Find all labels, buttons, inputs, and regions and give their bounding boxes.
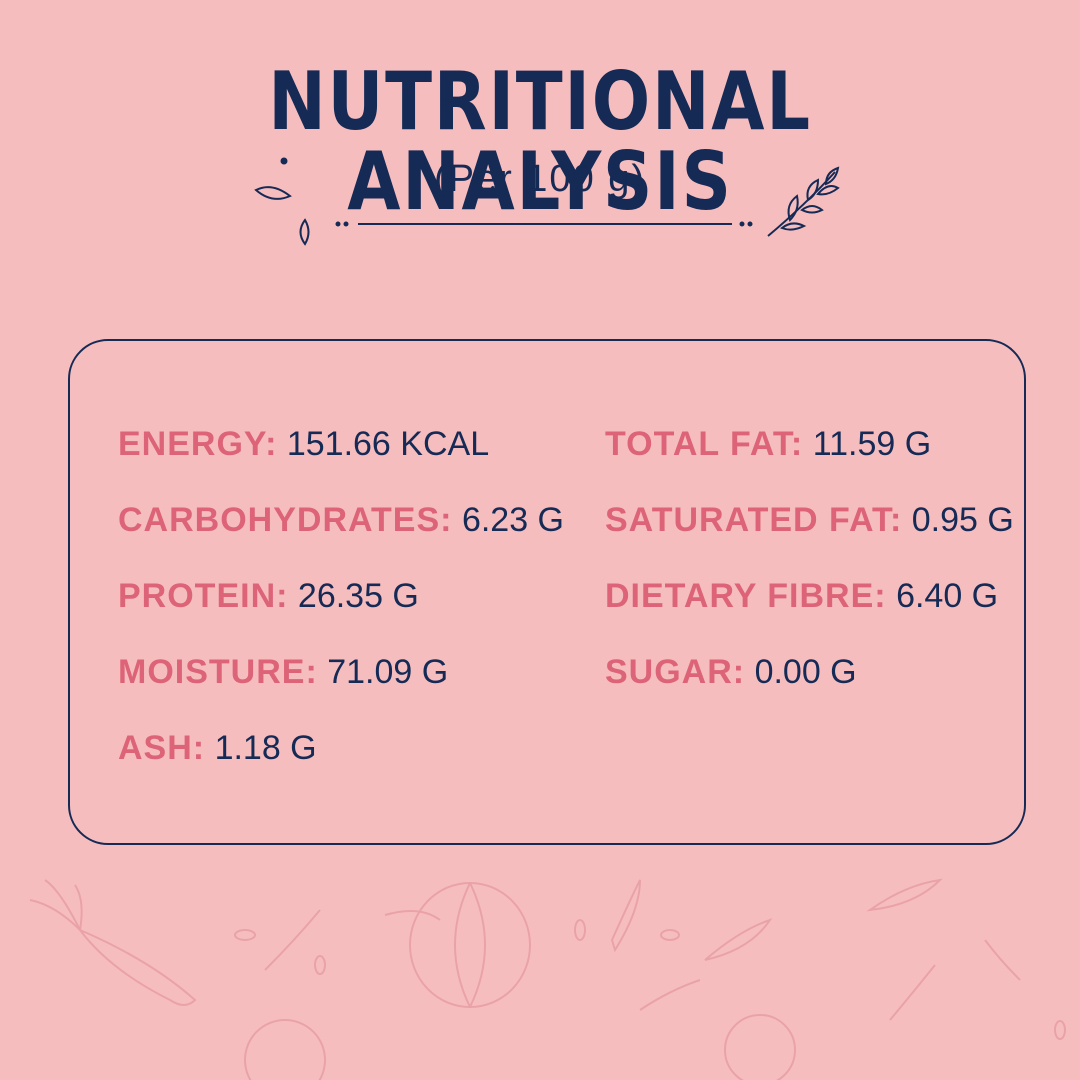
carbohydrates-row: CARBOHYDRATES: 6.23 G: [118, 503, 564, 537]
pumpkin-doodle-icon: [384, 882, 531, 1008]
protein-value: 26.35 G: [297, 577, 419, 615]
energy-row: ENERGY: 151.66 KCAL: [118, 427, 489, 461]
saturated-fat-value: 0.95 G: [911, 501, 1014, 539]
energy-value: 151.66 KCAL: [286, 425, 490, 463]
protein-row: PROTEIN: 26.35 G: [118, 579, 419, 613]
dietary-fibre-label: DIETARY FIBRE:: [605, 577, 887, 615]
leaf-sprig-icon: [264, 909, 1021, 1021]
energy-label: ENERGY:: [118, 425, 278, 463]
carbohydrates-label: CARBOHYDRATES:: [118, 501, 453, 539]
page-title: NUTRITIONAL ANALYSIS: [268, 55, 812, 228]
dietary-fibre-row: DIETARY FIBRE: 6.40 G: [605, 579, 998, 613]
sugar-row: SUGAR: 0.00 G: [605, 655, 857, 689]
ash-value: 1.18 G: [214, 729, 317, 767]
total-fat-row: TOTAL FAT: 11.59 G: [605, 427, 931, 461]
ash-row: ASH: 1.18 G: [118, 731, 317, 765]
vegetable-doodles-background: [29, 878, 1066, 1080]
bean-doodle-icon: [610, 878, 943, 961]
carbohydrates-value: 6.23 G: [461, 501, 565, 539]
saturated-fat-row: SATURATED FAT: 0.95 G: [605, 503, 1014, 537]
sugar-label: SUGAR:: [605, 653, 746, 691]
protein-label: PROTEIN:: [118, 577, 289, 615]
total-fat-label: TOTAL FAT:: [605, 425, 804, 463]
page-subtitle: (Per 100 g): [433, 158, 647, 200]
total-fat-value: 11.59 G: [812, 425, 932, 463]
seed-dots-icon: [234, 919, 1066, 1080]
dietary-fibre-value: 6.40 G: [896, 577, 999, 615]
moisture-value: 71.09 G: [327, 653, 449, 691]
header-decoration: [254, 157, 840, 246]
saturated-fat-label: SATURATED FAT:: [605, 501, 903, 539]
sugar-value: 0.00 G: [754, 653, 857, 691]
carrot-doodle-icon: [29, 879, 197, 1006]
ash-label: ASH:: [118, 729, 206, 767]
moisture-label: MOISTURE:: [118, 653, 318, 691]
divider-line: [335, 221, 753, 227]
leaf-doodle-icon: [254, 157, 310, 246]
moisture-row: MOISTURE: 71.09 G: [118, 655, 448, 689]
herb-sprig-icon: [767, 166, 840, 237]
nutrition-card: ENERGY: 151.66 KCAL CARBOHYDRATES: 6.23 …: [68, 339, 1026, 845]
